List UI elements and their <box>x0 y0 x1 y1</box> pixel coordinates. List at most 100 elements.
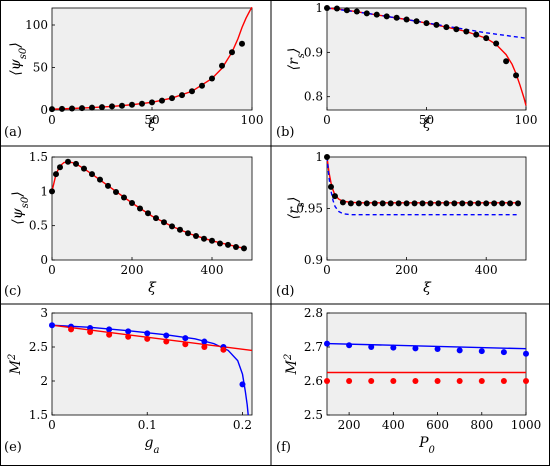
data-point <box>209 237 215 244</box>
data-point <box>403 200 410 207</box>
data-point <box>435 200 442 207</box>
data-point <box>139 100 145 107</box>
data-point <box>507 200 514 207</box>
x-tick-label: 50 <box>419 113 434 127</box>
data-point <box>177 226 183 233</box>
data-point <box>513 72 520 79</box>
panel-label: (c) <box>4 284 21 299</box>
data-point <box>343 7 350 14</box>
data-point <box>346 378 353 384</box>
y-tick-label: 2.5 <box>304 408 323 422</box>
x-tick-label: 200 <box>395 263 418 277</box>
data-point <box>500 378 507 384</box>
x-axis-label: ξ <box>423 280 432 296</box>
data-point <box>89 171 95 178</box>
data-point <box>383 13 390 20</box>
data-point <box>500 349 507 356</box>
data-point <box>390 344 397 351</box>
data-point <box>137 205 143 212</box>
data-point <box>324 154 330 160</box>
data-point <box>363 200 370 207</box>
dashed-line-series <box>326 156 518 216</box>
data-point <box>229 49 235 56</box>
data-point <box>199 82 205 89</box>
data-point <box>467 200 474 207</box>
panel-6: 200 400 600 800 1000 2.5 2.6 2.7 2.8 (f) <box>276 306 541 455</box>
y-tick-label: 100 <box>25 18 48 32</box>
data-point <box>453 26 460 33</box>
line-series <box>51 324 253 352</box>
data-point <box>189 88 195 95</box>
x-tick-label: 50 <box>144 113 159 127</box>
data-point <box>403 16 410 23</box>
panel-label: (a) <box>4 125 22 140</box>
data-point <box>69 105 75 112</box>
data-point <box>491 200 498 207</box>
plot-area <box>326 156 527 261</box>
x-tick-label: 400 <box>475 263 498 277</box>
data-point <box>109 103 115 110</box>
data-point <box>413 18 420 25</box>
data-point <box>169 223 175 230</box>
data-point <box>412 345 419 352</box>
data-point <box>241 245 247 252</box>
data-point <box>73 160 79 167</box>
data-point <box>125 328 132 335</box>
data-point <box>434 346 441 353</box>
data-point <box>393 14 400 21</box>
data-point <box>373 11 380 18</box>
data-point <box>89 104 95 111</box>
data-point <box>433 21 440 28</box>
data-point <box>473 31 480 38</box>
data-point <box>387 200 394 207</box>
data-point <box>523 378 529 384</box>
y-tick-label: 0 <box>40 253 48 267</box>
data-point <box>523 350 529 357</box>
panel-label: (d) <box>276 284 294 299</box>
data-point <box>129 200 135 207</box>
panel-4: 0 200 400 0.9 0.95 1 (d) <box>276 150 527 299</box>
data-point <box>121 194 127 201</box>
panel-2: 0 50 100 0.8 0.9 1 (b) <box>276 1 537 140</box>
data-point <box>324 340 330 347</box>
data-point <box>119 102 125 109</box>
data-point <box>411 200 418 207</box>
data-point <box>182 341 189 348</box>
data-point <box>79 105 85 112</box>
data-point <box>217 240 223 247</box>
data-point <box>163 338 170 345</box>
data-point <box>459 200 466 207</box>
data-point <box>443 200 450 207</box>
data-point <box>125 333 132 340</box>
data-point <box>427 200 434 207</box>
data-point <box>324 378 330 384</box>
y-tick-label: 0.9 <box>304 45 323 59</box>
x-tick-label: 100 <box>241 113 264 127</box>
data-point <box>49 188 55 195</box>
data-point <box>368 378 375 384</box>
y-tick-label: 2 <box>40 374 48 388</box>
panel-label: (f) <box>276 440 291 455</box>
x-tick-label: 0.1 <box>138 418 157 432</box>
data-point <box>483 35 490 42</box>
y-tick-label: 0.5 <box>29 219 48 233</box>
data-point <box>68 326 75 333</box>
data-point <box>347 200 354 207</box>
data-point <box>443 24 450 31</box>
data-point <box>327 183 334 190</box>
data-point <box>53 171 59 178</box>
data-point <box>49 106 55 113</box>
x-axis-label: ξ <box>148 116 157 132</box>
x-tick-label: 800 <box>470 418 493 432</box>
data-point <box>390 378 397 384</box>
y-tick-label: 2.6 <box>304 374 323 388</box>
data-point <box>149 99 155 106</box>
x-tick-label: 0 <box>48 113 56 127</box>
data-point <box>159 97 165 104</box>
data-point <box>478 378 485 384</box>
data-point <box>333 5 340 12</box>
data-point <box>475 200 482 207</box>
data-point <box>233 243 239 250</box>
data-point <box>209 75 215 82</box>
